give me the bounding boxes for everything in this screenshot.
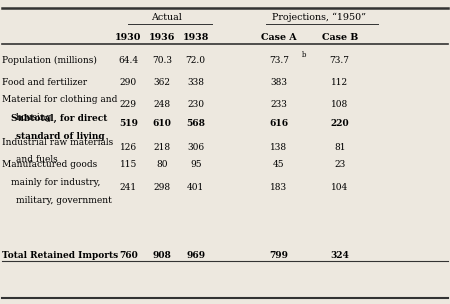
Text: 95: 95 <box>190 160 202 169</box>
Text: mainly for industry,: mainly for industry, <box>11 178 101 187</box>
Text: military, government: military, government <box>16 195 112 205</box>
Text: 568: 568 <box>186 119 205 128</box>
Text: 241: 241 <box>120 183 137 192</box>
Text: 230: 230 <box>187 100 204 109</box>
Text: 290: 290 <box>120 78 137 87</box>
Text: and fuels: and fuels <box>16 155 58 164</box>
Text: 306: 306 <box>187 143 204 152</box>
Text: 362: 362 <box>153 78 171 87</box>
Text: 1936: 1936 <box>149 33 175 42</box>
Text: 220: 220 <box>330 119 349 128</box>
Text: 519: 519 <box>119 119 138 128</box>
Text: 401: 401 <box>187 183 204 192</box>
Text: 73.7: 73.7 <box>330 56 350 65</box>
Text: Subtotal, for direct: Subtotal, for direct <box>11 114 108 123</box>
Text: 218: 218 <box>153 143 171 152</box>
Text: Projections, “1950”: Projections, “1950” <box>273 13 366 22</box>
Text: 969: 969 <box>186 251 205 261</box>
Text: Food and fertilizer: Food and fertilizer <box>2 78 87 87</box>
Text: 138: 138 <box>270 143 288 152</box>
Text: 298: 298 <box>153 183 171 192</box>
Text: 126: 126 <box>120 143 137 152</box>
Text: 108: 108 <box>331 100 348 109</box>
Text: Actual: Actual <box>151 13 182 22</box>
Text: 80: 80 <box>156 160 168 169</box>
Text: 229: 229 <box>120 100 137 109</box>
Text: 81: 81 <box>334 143 346 152</box>
Text: 183: 183 <box>270 183 288 192</box>
Text: 1938: 1938 <box>183 33 209 42</box>
Text: 908: 908 <box>153 251 171 261</box>
Text: 115: 115 <box>120 160 137 169</box>
Text: Case B: Case B <box>322 33 358 42</box>
Text: 233: 233 <box>270 100 288 109</box>
Text: 104: 104 <box>331 183 348 192</box>
Text: 799: 799 <box>270 251 288 261</box>
Text: 248: 248 <box>153 100 171 109</box>
Text: 616: 616 <box>270 119 288 128</box>
Text: 338: 338 <box>187 78 204 87</box>
Text: 23: 23 <box>334 160 346 169</box>
Text: Total Retained Imports: Total Retained Imports <box>2 251 118 261</box>
Text: standard of living: standard of living <box>16 132 104 141</box>
Text: Population (millions): Population (millions) <box>2 56 97 65</box>
Text: 64.4: 64.4 <box>118 56 138 65</box>
Text: Industrial raw materials: Industrial raw materials <box>2 138 113 147</box>
Text: 1930: 1930 <box>115 33 141 42</box>
Text: Material for clothing and: Material for clothing and <box>2 95 117 104</box>
Text: 112: 112 <box>331 78 348 87</box>
Text: 73.7: 73.7 <box>269 56 289 65</box>
Text: Case A: Case A <box>261 33 297 42</box>
Text: 70.3: 70.3 <box>152 56 172 65</box>
Text: 324: 324 <box>330 251 349 261</box>
Text: b: b <box>302 51 306 59</box>
Text: 610: 610 <box>153 119 171 128</box>
Text: 45: 45 <box>273 160 285 169</box>
Text: 760: 760 <box>119 251 138 261</box>
Text: 72.0: 72.0 <box>186 56 206 65</box>
Text: Manufactured goods: Manufactured goods <box>2 160 98 169</box>
Text: 383: 383 <box>270 78 288 87</box>
Text: housing: housing <box>16 113 52 122</box>
